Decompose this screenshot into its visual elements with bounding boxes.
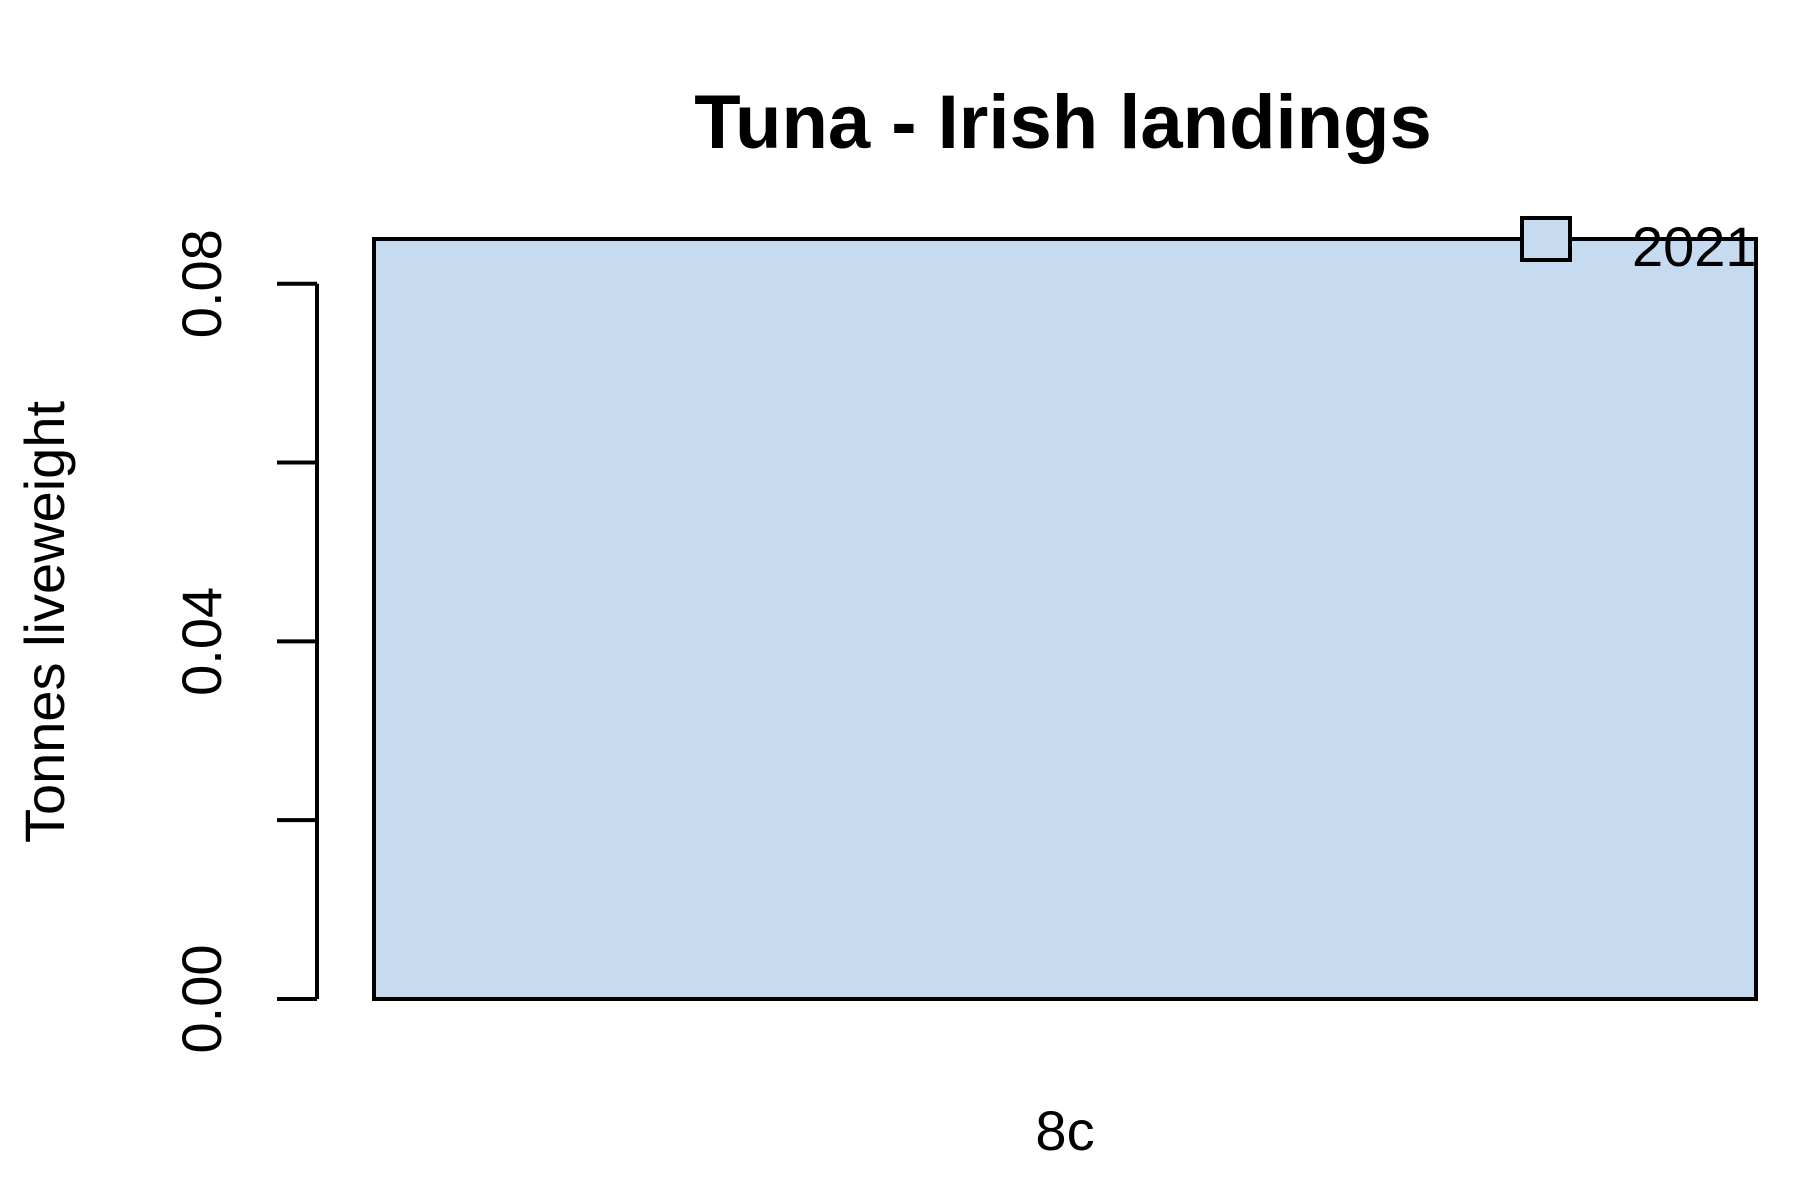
y-axis-label: Tonnes liveweight [13, 401, 76, 843]
bar-8c [372, 237, 1758, 1001]
y-tick-label: 0.04 [170, 587, 233, 696]
legend-label: 2021 [1632, 215, 1757, 278]
bars [372, 237, 1758, 1001]
legend-key-2021 [1520, 216, 1572, 262]
y-tick-label: 0.08 [170, 229, 233, 338]
y-tick-label: 0.00 [170, 945, 233, 1054]
chart-title: Tuna - Irish landings [694, 80, 1432, 165]
x-labels: 8c [1035, 1099, 1094, 1162]
x-tick-label: 8c [1035, 1099, 1094, 1162]
legend: 2021 [1520, 215, 1757, 278]
y-ticks: 0.00 0.04 0.08 [170, 229, 317, 1054]
